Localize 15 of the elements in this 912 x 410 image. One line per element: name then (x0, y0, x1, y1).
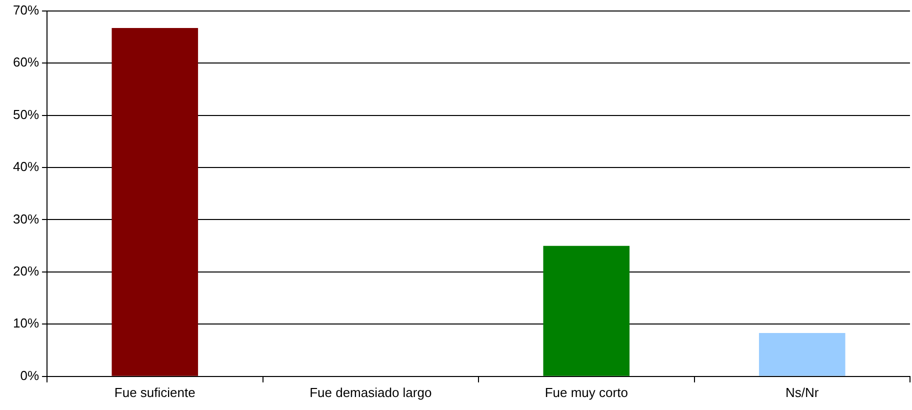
y-tick-label: 30% (12, 211, 40, 226)
y-tick-label: 40% (12, 159, 40, 174)
bar (543, 246, 630, 376)
bar (758, 333, 846, 376)
y-tick-label: 50% (12, 106, 40, 122)
y-tick-label: 10% (12, 316, 40, 331)
x-tick-label: Fue muy corto (544, 384, 628, 400)
x-tick-label: Ns/Nr (786, 384, 820, 400)
y-tick-label: 70% (12, 2, 40, 18)
x-tick-label: Fue suficiente (114, 384, 196, 400)
bar (112, 28, 198, 376)
x-tick-label: Fue demasiado largo (310, 384, 432, 400)
y-tick-label: 20% (12, 264, 40, 279)
y-tick-label: 0% (20, 368, 40, 383)
y-tick-label: 60% (12, 54, 40, 70)
